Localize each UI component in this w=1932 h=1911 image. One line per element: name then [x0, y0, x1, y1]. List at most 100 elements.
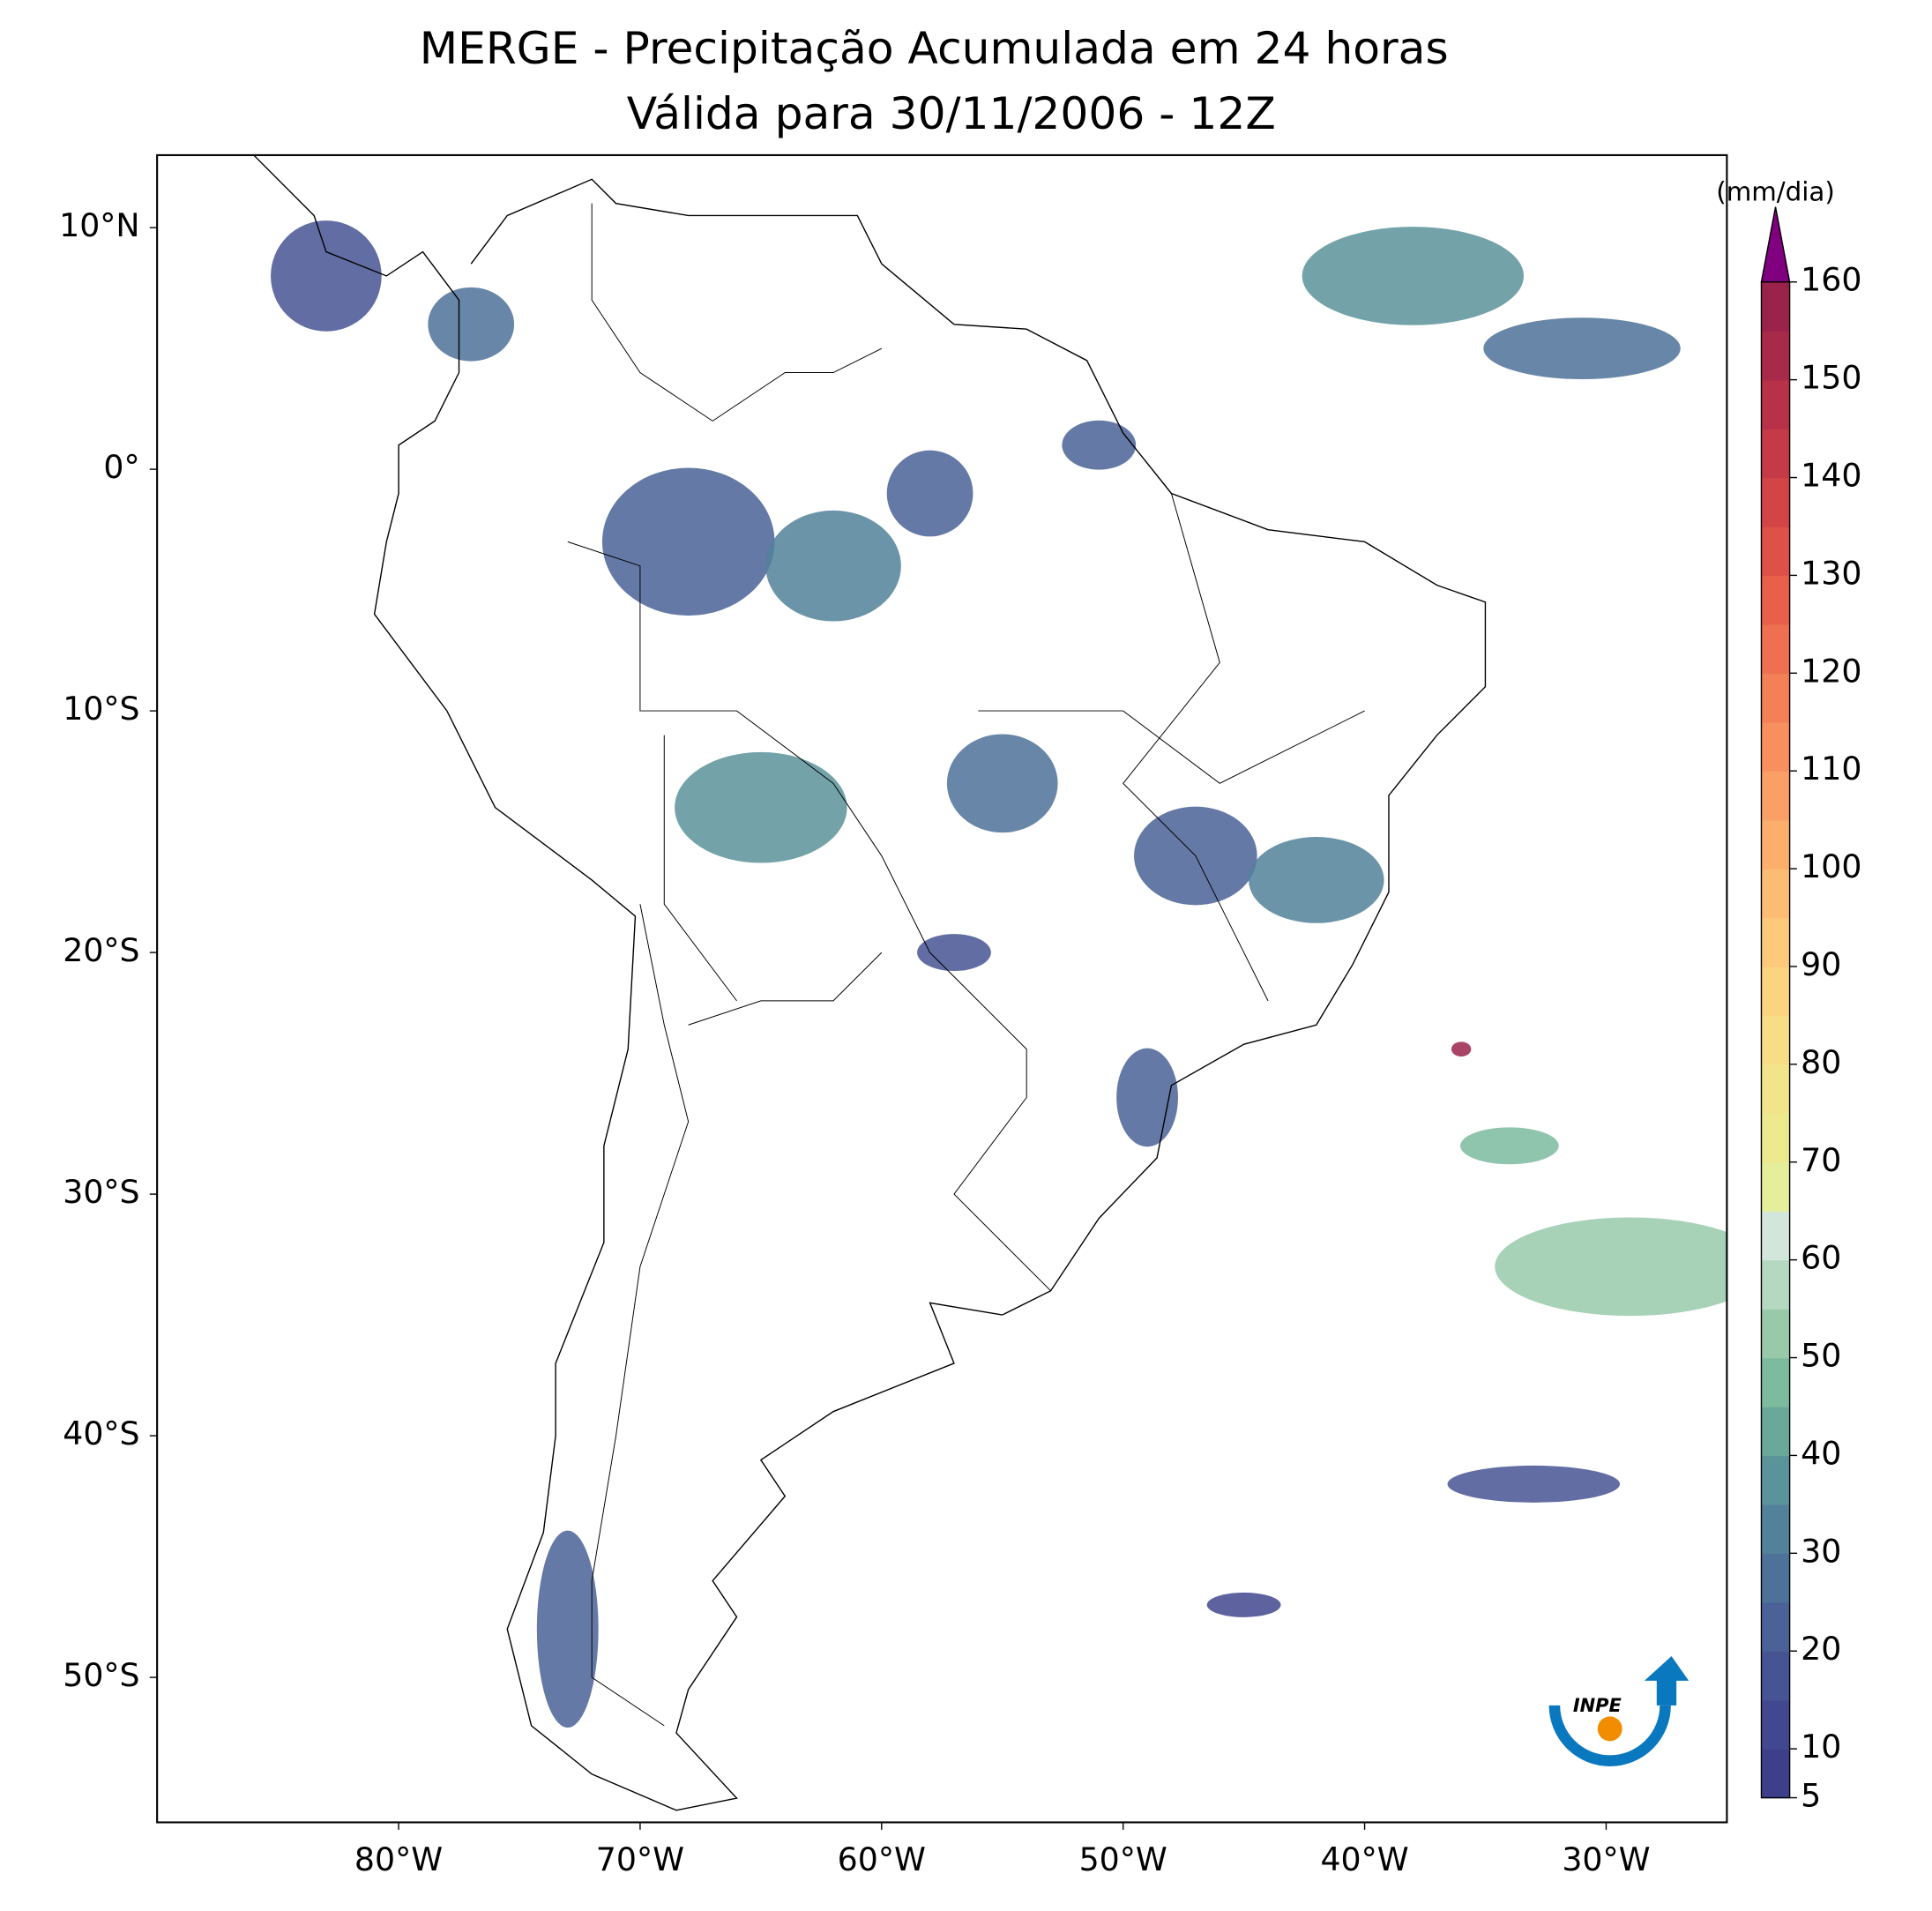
border: [567, 541, 1051, 1292]
colorbar-band: [1761, 1553, 1790, 1603]
precip-patch: [1495, 1217, 1727, 1317]
y-tick-label: 40°S: [63, 1415, 139, 1452]
colorbar-frame: [1760, 281, 1791, 1799]
precip-patch: [536, 1530, 599, 1728]
colorbar-band: [1761, 1064, 1790, 1115]
colorbar-band: [1761, 1357, 1790, 1407]
colorbar-label: (mm/dia): [1716, 177, 1835, 207]
precip-patch: [271, 220, 382, 332]
precip-patch: [428, 287, 515, 362]
colorbar-band: [1761, 819, 1790, 870]
border: [712, 347, 883, 422]
precip-patch: [917, 934, 991, 972]
precip-patch: [765, 510, 901, 622]
precip-patch: [675, 751, 847, 863]
colorbar-tick-label: 60: [1801, 1239, 1841, 1277]
colorbar-band: [1761, 771, 1790, 821]
colorbar-band: [1761, 1699, 1790, 1750]
colorbar-band: [1761, 1455, 1790, 1505]
logo: INPE: [1548, 1655, 1690, 1766]
logo-text: INPE: [1573, 1695, 1622, 1716]
precip-patch: [946, 734, 1058, 833]
colorbar-band: [1761, 1749, 1790, 1799]
colorbar-tick-label: 5: [1801, 1777, 1821, 1815]
colorbar-tick-label: 70: [1801, 1141, 1841, 1179]
y-tick-label: 0°: [103, 448, 139, 486]
y-tick-label: 10°S: [63, 690, 139, 728]
x-tick-label: 60°W: [838, 1840, 926, 1878]
x-tick-label: 40°W: [1320, 1840, 1408, 1878]
precip-patch: [1483, 317, 1681, 380]
border: [591, 904, 690, 1727]
colorbar-band: [1761, 1211, 1790, 1261]
coastline: [250, 154, 1487, 1811]
colorbar-band: [1761, 1259, 1790, 1310]
precip-patch: [1116, 1048, 1178, 1147]
map-frame: [156, 153, 1728, 1824]
subtitle: Válida para 30/11/2006 - 12Z: [627, 87, 1276, 139]
title: MERGE - Precipitação Acumulada em 24 hor…: [420, 22, 1449, 74]
border: [663, 735, 737, 1002]
precip-patch: [601, 467, 775, 616]
precip-patch: [1062, 420, 1137, 470]
y-tick-label: 10°N: [59, 206, 140, 244]
colorbar-tick-label: 130: [1801, 554, 1861, 592]
colorbar-band: [1761, 379, 1790, 429]
logo-arc: [1548, 1705, 1671, 1766]
colorbar-tick-label: 40: [1801, 1434, 1841, 1472]
colorbar-band: [1761, 1015, 1790, 1065]
colorbar-tick-label: 110: [1801, 750, 1861, 788]
colorbar-band: [1761, 966, 1790, 1017]
colorbar-band: [1761, 1651, 1790, 1701]
x-tick-label: 50°W: [1079, 1840, 1167, 1878]
colorbar-tick-label: 20: [1801, 1630, 1841, 1668]
colorbar-band: [1761, 281, 1790, 332]
precip-patch: [886, 450, 973, 537]
colorbar-band: [1761, 673, 1790, 723]
colorbar-tick-label: 140: [1801, 457, 1861, 495]
precip-patch: [1451, 1041, 1472, 1057]
colorbar-band: [1761, 331, 1790, 381]
x-tick-label: 70°W: [596, 1840, 684, 1878]
colorbar-band: [1761, 1504, 1790, 1555]
colorbar-tick-label: 160: [1801, 261, 1861, 299]
colorbar-tick-label: 120: [1801, 652, 1861, 690]
logo-arrow: [1644, 1655, 1690, 1706]
colorbar-tick-label: 150: [1801, 359, 1861, 397]
border: [978, 710, 1365, 784]
colorbar-band: [1761, 1113, 1790, 1163]
colorbar-band: [1761, 623, 1790, 675]
colorbar-tick-label: 50: [1801, 1337, 1841, 1375]
colorbar-band: [1761, 575, 1790, 625]
colorbar-tick-label: 80: [1801, 1043, 1841, 1081]
colorbar-tick-label: 10: [1801, 1728, 1841, 1765]
x-tick-label: 30°W: [1562, 1840, 1650, 1878]
precip-patch: [1206, 1592, 1281, 1617]
precip-patch: [1248, 837, 1384, 923]
colorbar-band: [1761, 1161, 1790, 1212]
colorbar-band: [1761, 917, 1790, 967]
precip-patch: [1302, 227, 1525, 325]
colorbar-band: [1761, 869, 1790, 919]
colorbar-band: [1761, 429, 1790, 479]
colorbar-tick-label: 90: [1801, 945, 1841, 983]
precip-patch: [1460, 1127, 1559, 1165]
border: [688, 952, 883, 1026]
colorbar-band: [1761, 477, 1790, 527]
colorbar-tick-label: 30: [1801, 1532, 1841, 1570]
y-tick-label: 50°S: [63, 1656, 139, 1694]
y-tick-label: 20°S: [63, 931, 139, 969]
colorbar-band: [1761, 526, 1790, 577]
precip-patch: [1447, 1465, 1621, 1503]
y-tick-label: 30°S: [63, 1173, 139, 1211]
border: [591, 203, 713, 422]
logo-dot: [1597, 1716, 1622, 1742]
map-area: [250, 154, 1727, 1811]
colorbar-band: [1761, 1406, 1790, 1457]
colorbar-tick-label: 100: [1801, 847, 1861, 885]
colorbar-band: [1761, 1309, 1790, 1359]
x-tick-label: 80°W: [354, 1840, 443, 1878]
colorbar-extend: [1760, 206, 1791, 283]
